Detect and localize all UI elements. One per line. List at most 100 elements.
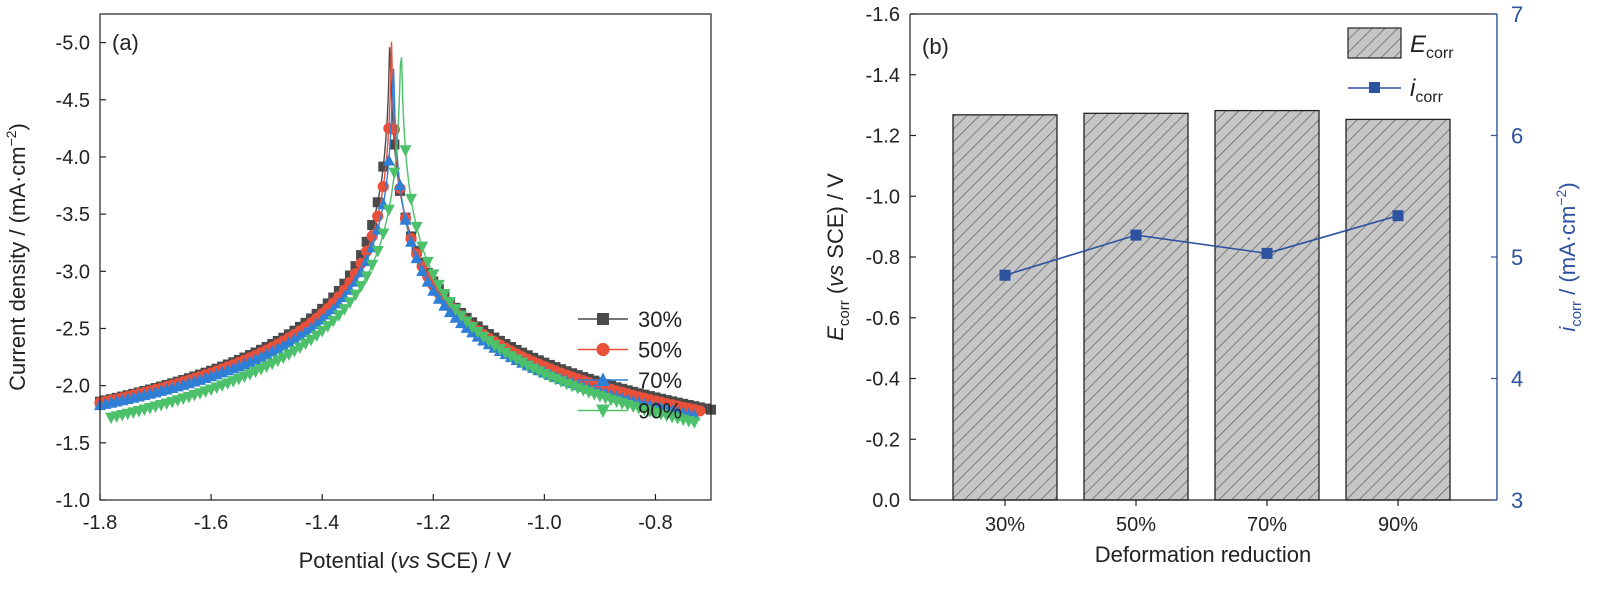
data-point xyxy=(299,325,312,338)
data-point xyxy=(366,259,379,272)
panel-a-legend: 30% 50% 70% 90% xyxy=(578,307,682,424)
data-point xyxy=(521,360,534,373)
data-point xyxy=(421,275,434,287)
data-point xyxy=(382,204,395,217)
data-point xyxy=(371,246,384,258)
data-point xyxy=(694,405,706,417)
legend-label: Ecorr xyxy=(1410,31,1454,62)
data-point xyxy=(688,417,701,429)
series-90pct xyxy=(105,57,701,429)
legend-label: 30% xyxy=(638,307,682,332)
data-point xyxy=(405,235,418,247)
y-tick-label: -0.8 xyxy=(866,247,900,269)
data-point xyxy=(305,334,318,347)
data-point xyxy=(393,178,406,191)
data-point xyxy=(449,304,462,316)
y-tick-label: -4.5 xyxy=(56,90,90,112)
data-point xyxy=(332,310,345,322)
data-point xyxy=(350,261,361,272)
data-point xyxy=(316,325,329,338)
x-tick-label: -1.8 xyxy=(83,512,117,534)
data-point xyxy=(443,296,456,309)
y-tick-label: -0.6 xyxy=(866,308,900,330)
ecorr-bar xyxy=(1214,109,1320,501)
data-point xyxy=(356,250,367,261)
data-point xyxy=(282,336,295,348)
x-tick-label: -1.6 xyxy=(194,512,228,534)
panel-a-x-ticks: -1.8 -1.6 -1.4 -1.2 -1.0 -0.8 xyxy=(83,494,673,534)
y2-tick-label: 5 xyxy=(1511,245,1523,270)
data-point xyxy=(299,338,312,351)
data-point xyxy=(333,285,344,296)
data-point xyxy=(382,154,395,166)
icorr-point xyxy=(999,269,1011,281)
y-tick-label: -1.0 xyxy=(56,490,90,512)
panel-a: -1.8 -1.6 -1.4 -1.2 -1.0 -0.8 -1.0 -1.5 -2.0 -2.… xyxy=(3,13,716,573)
series-line xyxy=(110,57,695,423)
data-point xyxy=(477,331,490,344)
legend-marker xyxy=(1369,82,1380,93)
panel-a-y-ticks: -1.0 -1.5 -2.0 -2.5 -3.0 -3.5 -4.0 -4.5 -5.0 xyxy=(56,33,106,512)
data-point xyxy=(421,256,434,269)
panel-b-x-axis-label: Deformation reduction xyxy=(1095,542,1311,567)
legend-label: 50% xyxy=(638,338,682,363)
data-point xyxy=(700,403,711,414)
data-point xyxy=(471,327,484,339)
x-tick-label: -1.4 xyxy=(305,512,339,534)
x-tick-label: -1.2 xyxy=(416,512,450,534)
data-point xyxy=(416,241,429,254)
icorr-point xyxy=(1130,229,1142,241)
data-point xyxy=(427,269,440,281)
panel-a-x-axis-label: Potential (vs SCE) / V xyxy=(299,548,512,573)
data-point xyxy=(343,297,356,309)
panel-b-y-axis-label: Ecorr (vs SCE) / V xyxy=(823,173,853,341)
data-point xyxy=(432,279,445,292)
data-point xyxy=(327,315,340,328)
series-70pct xyxy=(94,68,701,421)
data-point xyxy=(360,271,373,283)
legend-marker xyxy=(596,404,610,418)
x-tick-label: -1.0 xyxy=(527,512,561,534)
x-tick-label: 90% xyxy=(1378,514,1418,536)
icorr-point xyxy=(1392,210,1404,222)
y-tick-label: -1.0 xyxy=(866,186,900,208)
panel-b-y-ticks: 0.0 -0.2 -0.4 -0.6 -0.8 -1.0 -1.2 -1.4 -1.6 xyxy=(866,4,916,512)
data-point xyxy=(482,336,495,348)
data-point xyxy=(499,347,512,360)
ecorr-bar xyxy=(1345,118,1451,501)
data-point xyxy=(438,299,451,311)
data-point xyxy=(389,139,400,150)
x-tick-label: 30% xyxy=(985,514,1025,536)
data-point xyxy=(427,284,440,296)
data-point xyxy=(271,342,284,354)
data-point xyxy=(399,213,412,225)
data-point xyxy=(310,330,323,342)
y-tick-label: -0.4 xyxy=(866,369,900,391)
panel-b-x-ticks: 30% 50% 70% 90% xyxy=(985,500,1418,536)
data-point xyxy=(410,251,423,264)
y2-tick-label: 7 xyxy=(1511,2,1523,27)
data-point xyxy=(438,288,451,301)
data-point xyxy=(432,292,445,304)
panel-b: 0.0 -0.2 -0.4 -0.6 -0.8 -1.0 -1.2 -1.4 -1.6 3 4 5 6… xyxy=(823,2,1585,567)
x-tick-label: 70% xyxy=(1247,514,1287,536)
data-point xyxy=(293,329,306,341)
data-point xyxy=(372,197,383,208)
legend-marker xyxy=(597,313,609,325)
data-point xyxy=(516,357,529,370)
y-tick-label: -3.5 xyxy=(56,204,90,226)
panel-a-frame xyxy=(99,13,712,501)
data-point xyxy=(399,145,412,157)
ecorr-bar xyxy=(952,114,1058,501)
data-point xyxy=(377,228,390,241)
data-point xyxy=(455,310,468,323)
legend-label: 70% xyxy=(638,368,682,393)
data-point xyxy=(505,351,518,363)
icorr-polyline xyxy=(1004,214,1399,276)
data-point xyxy=(443,305,456,318)
ecorr-bars xyxy=(952,109,1451,501)
x-tick-label: -0.8 xyxy=(638,512,672,534)
data-point xyxy=(277,339,290,351)
data-point xyxy=(338,304,351,316)
